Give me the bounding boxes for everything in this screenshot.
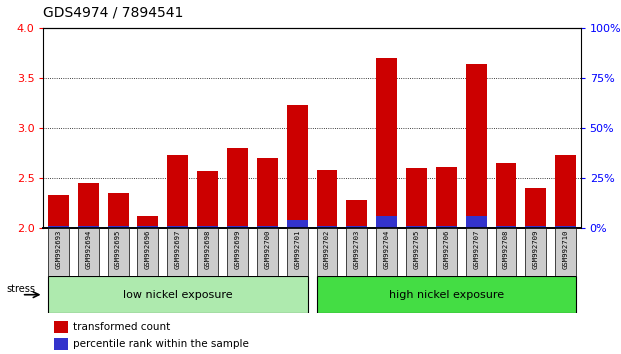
Text: GSM992702: GSM992702 <box>324 230 330 269</box>
Bar <box>137 226 158 228</box>
Bar <box>197 171 218 228</box>
Bar <box>347 200 367 228</box>
Bar <box>167 228 188 276</box>
Text: GSM992703: GSM992703 <box>354 230 360 269</box>
Bar <box>496 163 517 228</box>
Bar <box>496 226 517 228</box>
Bar <box>227 148 248 228</box>
Bar <box>347 226 367 228</box>
Bar <box>227 228 248 276</box>
Bar <box>257 158 278 228</box>
Bar <box>466 64 487 228</box>
Bar <box>525 188 546 228</box>
Bar <box>317 226 337 228</box>
Text: low nickel exposure: low nickel exposure <box>123 290 233 300</box>
Bar <box>137 216 158 228</box>
Bar <box>287 105 307 228</box>
Bar <box>317 170 337 228</box>
Text: high nickel exposure: high nickel exposure <box>389 290 504 300</box>
Bar <box>137 228 158 276</box>
Bar <box>257 226 278 228</box>
Bar <box>376 216 397 228</box>
Bar <box>167 155 188 228</box>
Bar <box>436 226 457 228</box>
Text: GSM992705: GSM992705 <box>414 230 420 269</box>
Bar <box>555 226 576 228</box>
Bar <box>48 226 69 228</box>
Bar <box>167 226 188 228</box>
Text: GSM992701: GSM992701 <box>294 230 300 269</box>
Bar <box>436 228 457 276</box>
Bar <box>197 226 218 228</box>
Bar <box>317 228 337 276</box>
Text: GSM992693: GSM992693 <box>55 230 61 269</box>
Bar <box>197 228 218 276</box>
Bar <box>287 228 307 276</box>
Text: GSM992706: GSM992706 <box>443 230 450 269</box>
Text: GSM992698: GSM992698 <box>204 230 211 269</box>
Bar <box>227 226 248 228</box>
Text: GSM992704: GSM992704 <box>384 230 389 269</box>
Text: GSM992708: GSM992708 <box>503 230 509 269</box>
Text: GSM992699: GSM992699 <box>235 230 240 269</box>
Bar <box>107 228 129 276</box>
Bar <box>376 58 397 228</box>
Text: GDS4974 / 7894541: GDS4974 / 7894541 <box>43 5 184 19</box>
Bar <box>406 228 427 276</box>
Bar <box>436 167 457 228</box>
Bar <box>78 183 99 228</box>
Bar <box>555 228 576 276</box>
Text: GSM992694: GSM992694 <box>85 230 91 269</box>
Bar <box>406 169 427 228</box>
Bar <box>48 276 307 313</box>
Bar <box>287 220 307 228</box>
Bar <box>555 155 576 228</box>
Text: GSM992695: GSM992695 <box>115 230 121 269</box>
Bar <box>54 321 68 333</box>
Text: percentile rank within the sample: percentile rank within the sample <box>73 339 249 349</box>
Bar <box>525 228 546 276</box>
Text: GSM992707: GSM992707 <box>473 230 479 269</box>
Text: GSM992700: GSM992700 <box>265 230 270 269</box>
Bar <box>48 195 69 228</box>
Text: GSM992696: GSM992696 <box>145 230 151 269</box>
Bar <box>78 228 99 276</box>
Bar <box>347 228 367 276</box>
Text: GSM992709: GSM992709 <box>533 230 539 269</box>
Bar <box>257 228 278 276</box>
Bar <box>496 228 517 276</box>
Bar <box>54 338 68 350</box>
Bar <box>525 226 546 228</box>
Bar <box>107 193 129 228</box>
Bar <box>48 228 69 276</box>
Bar <box>317 276 576 313</box>
Text: transformed count: transformed count <box>73 322 170 332</box>
Bar <box>78 226 99 228</box>
Text: GSM992697: GSM992697 <box>175 230 181 269</box>
Bar <box>406 226 427 228</box>
Bar <box>107 226 129 228</box>
Text: stress: stress <box>7 284 35 294</box>
Bar <box>376 228 397 276</box>
Bar <box>466 228 487 276</box>
Bar <box>466 216 487 228</box>
Text: GSM992710: GSM992710 <box>563 230 569 269</box>
